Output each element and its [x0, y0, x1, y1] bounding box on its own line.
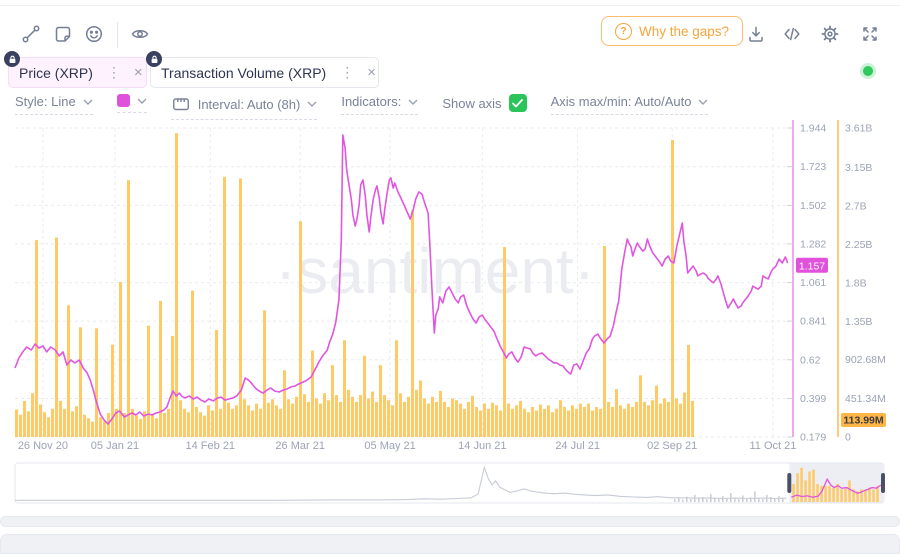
interval-dropdown[interactable]: Interval: Auto (8h): [170, 94, 318, 120]
show-axis-control: Show axis: [442, 94, 527, 117]
interval-icon: [172, 98, 189, 111]
chevron-down-icon: [408, 99, 418, 105]
axis-maxmin-label: Axis max/min: Auto/Auto: [550, 94, 692, 109]
price-tick-label: 0.841: [800, 316, 826, 328]
style-dropdown[interactable]: Style: Line: [15, 94, 93, 115]
tab-menu-icon[interactable]: ⋮: [106, 64, 121, 80]
minimap-selection-bars: [792, 467, 879, 502]
emoji-icon[interactable]: [84, 24, 104, 44]
settings-gear-icon[interactable]: [820, 24, 840, 44]
tab-close-icon[interactable]: ×: [133, 64, 143, 81]
question-circle-icon: ?: [615, 22, 632, 40]
collapsed-panel-strip[interactable]: [0, 534, 900, 554]
chevron-down-icon: [83, 99, 93, 105]
date-tick-label: 11 Oct 21: [750, 440, 797, 452]
price-tick-label: 1.944: [800, 123, 826, 135]
collapsed-panel-strip[interactable]: [0, 516, 900, 527]
chevron-down-icon: [307, 101, 317, 107]
lock-icon: [146, 51, 162, 67]
price-tick-label: 1.282: [800, 238, 826, 250]
series-color-swatch: [116, 94, 130, 107]
minimap-left-handle[interactable]: [787, 473, 792, 493]
trend-line-icon[interactable]: [21, 24, 41, 44]
price-line: [14, 134, 789, 425]
why-the-gaps-label: Why the gaps?: [639, 23, 730, 39]
minimap-history-line: [15, 465, 787, 501]
date-tick-label: 24 Jul 21: [555, 440, 600, 452]
download-icon[interactable]: [746, 24, 766, 44]
series-color-dropdown[interactable]: [116, 94, 147, 113]
volume-tick-label: 0: [845, 432, 851, 444]
volume-tick-label: 902.68M: [845, 354, 886, 366]
tab-close-icon[interactable]: ×: [367, 64, 376, 81]
fullscreen-icon[interactable]: [860, 24, 880, 44]
volume-tick-label: 2.7B: [845, 200, 867, 212]
volume-tick-label: 3.61B: [845, 123, 872, 135]
watermark: ·santiment·: [275, 235, 595, 307]
date-tick-label: 05 May 21: [364, 440, 415, 452]
price-current-value: 1.157: [799, 260, 825, 272]
lock-icon: [4, 51, 20, 67]
chart-toolbar: ? Why the gaps?: [0, 12, 900, 54]
price-tick-label: 0.179: [800, 432, 826, 444]
eye-icon[interactable]: [130, 24, 150, 44]
price-tick-label: 0.399: [800, 393, 826, 405]
date-tick-label: 26 Mar 21: [275, 440, 325, 452]
volume-bars: [15, 133, 694, 438]
price-tick-label: 0.62: [800, 354, 821, 366]
price-tick-label: 1.723: [800, 161, 826, 173]
toolbar-divider: [117, 22, 118, 48]
check-icon: [512, 98, 523, 107]
show-axis-label: Show axis: [442, 95, 502, 111]
date-tick-label: 05 Jan 21: [91, 440, 139, 452]
date-tick-label: 26 Nov 20: [18, 440, 68, 452]
volume-tick-label: 1.8B: [845, 277, 867, 289]
chevron-down-icon: [137, 98, 147, 104]
style-label: Style: Line: [15, 94, 76, 109]
volume-current-value: 113.99M: [843, 415, 884, 427]
price-current-badge: [796, 257, 828, 273]
volume-current-badge: [841, 413, 886, 427]
tab-price-xrp[interactable]: Price (XRP) ⋮ ×: [4, 51, 147, 88]
date-tick-label: 02 Sep 21: [647, 440, 697, 452]
tab-transaction-volume-xrp[interactable]: Transaction Volume (XRP) ⋮ ×: [146, 51, 379, 88]
show-axis-checkbox[interactable]: [508, 94, 527, 112]
minimap-frame: [14, 462, 885, 504]
price-tick-label: 1.502: [800, 200, 826, 212]
chart-controls: Style: Line Interval: Auto (8h) Indicato…: [15, 94, 709, 120]
minimap: [14, 462, 885, 504]
top-divider: [0, 5, 900, 6]
axis-maxmin-dropdown[interactable]: Axis max/min: Auto/Auto: [550, 94, 709, 115]
note-icon[interactable]: [53, 24, 73, 44]
embed-code-icon[interactable]: [782, 24, 802, 44]
why-the-gaps-button[interactable]: ? Why the gaps?: [601, 16, 744, 46]
volume-tick-label: 1.35B: [845, 316, 872, 328]
indicators-dropdown[interactable]: Indicators:: [341, 94, 419, 115]
volume-tick-label: 2.25B: [845, 239, 872, 251]
tab-menu-icon[interactable]: ⋮: [340, 64, 355, 80]
live-status-dot: [863, 66, 873, 76]
tab-label: Transaction Volume (XRP): [161, 64, 327, 81]
minimap-selection-line: [791, 477, 882, 498]
chevron-down-icon: [698, 99, 708, 105]
indicators-label: Indicators:: [341, 94, 402, 109]
volume-axis: 3.61B 3.15B 2.7B 2.25B 1.8B 1.35B 902.68M 451.3…: [837, 120, 886, 444]
date-tick-label: 14 Feb 21: [186, 440, 236, 452]
date-tick-label: 14 Jun 21: [458, 440, 506, 452]
x-axis: 26 Nov 20 05 Jan 21 14 Feb 21 26 Mar 21 05 M…: [18, 440, 797, 452]
price-axis: 1.944 1.723 1.502 1.282 1.061 0.841 0.62 0.399 0…: [787, 120, 828, 444]
price-tick-label: 1.061: [800, 277, 826, 289]
volume-tick-label: 3.15B: [845, 162, 872, 174]
interval-label: Interval: Auto (8h): [197, 96, 301, 112]
tab-label: Price (XRP): [19, 64, 93, 81]
minimap-right-handle[interactable]: [881, 473, 885, 493]
volume-tick-label: 451.34M: [845, 393, 886, 405]
